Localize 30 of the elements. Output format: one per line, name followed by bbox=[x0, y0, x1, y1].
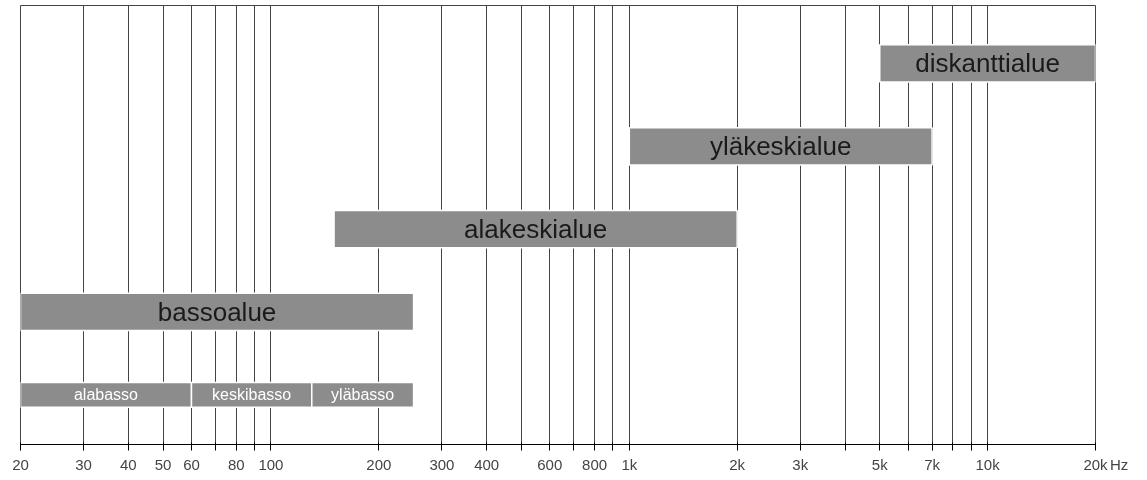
x-tick-label: 300 bbox=[429, 455, 455, 473]
bar bbox=[628, 126, 933, 166]
x-tick-label: 7k bbox=[924, 455, 941, 473]
x-tick-label: 400 bbox=[474, 455, 500, 473]
x-tick-label: 50 bbox=[154, 455, 172, 473]
x-tick-label: 20 bbox=[12, 455, 29, 473]
y-tick-label: yläkeskialue bbox=[709, 131, 852, 162]
bar bbox=[333, 209, 738, 249]
y-tick-label: diskanttialue bbox=[915, 48, 1060, 79]
x-axis-title: Hz bbox=[1110, 455, 1129, 475]
x-tick-label: 80 bbox=[227, 455, 245, 473]
series-label: alabasso bbox=[73, 386, 139, 404]
x-tick-label: 60 bbox=[183, 455, 200, 473]
x-tick-label: 5k bbox=[871, 455, 889, 473]
series-label: keskibasso bbox=[212, 386, 292, 404]
x-tick-label: 30 bbox=[75, 455, 92, 473]
y-tick-label: alakeskialue bbox=[464, 214, 608, 245]
x-tick-label: 100 bbox=[258, 455, 284, 473]
x-tick-label: 10k bbox=[975, 455, 1001, 473]
x-tick-label: 600 bbox=[537, 455, 563, 473]
x-tick-label: 800 bbox=[582, 455, 608, 473]
y-tick-label: bassoalue bbox=[157, 296, 277, 327]
bar bbox=[20, 292, 415, 332]
series-label: yläbasso bbox=[331, 386, 395, 404]
x-tick-label: 3k bbox=[792, 455, 809, 473]
x-tick-label: 2k bbox=[729, 455, 746, 473]
x-tick-label: 40 bbox=[120, 455, 137, 473]
x-tick-label: 20k bbox=[1083, 455, 1109, 473]
x-tick-label: 200 bbox=[366, 455, 392, 473]
x-tick-label: 1k bbox=[621, 455, 638, 473]
